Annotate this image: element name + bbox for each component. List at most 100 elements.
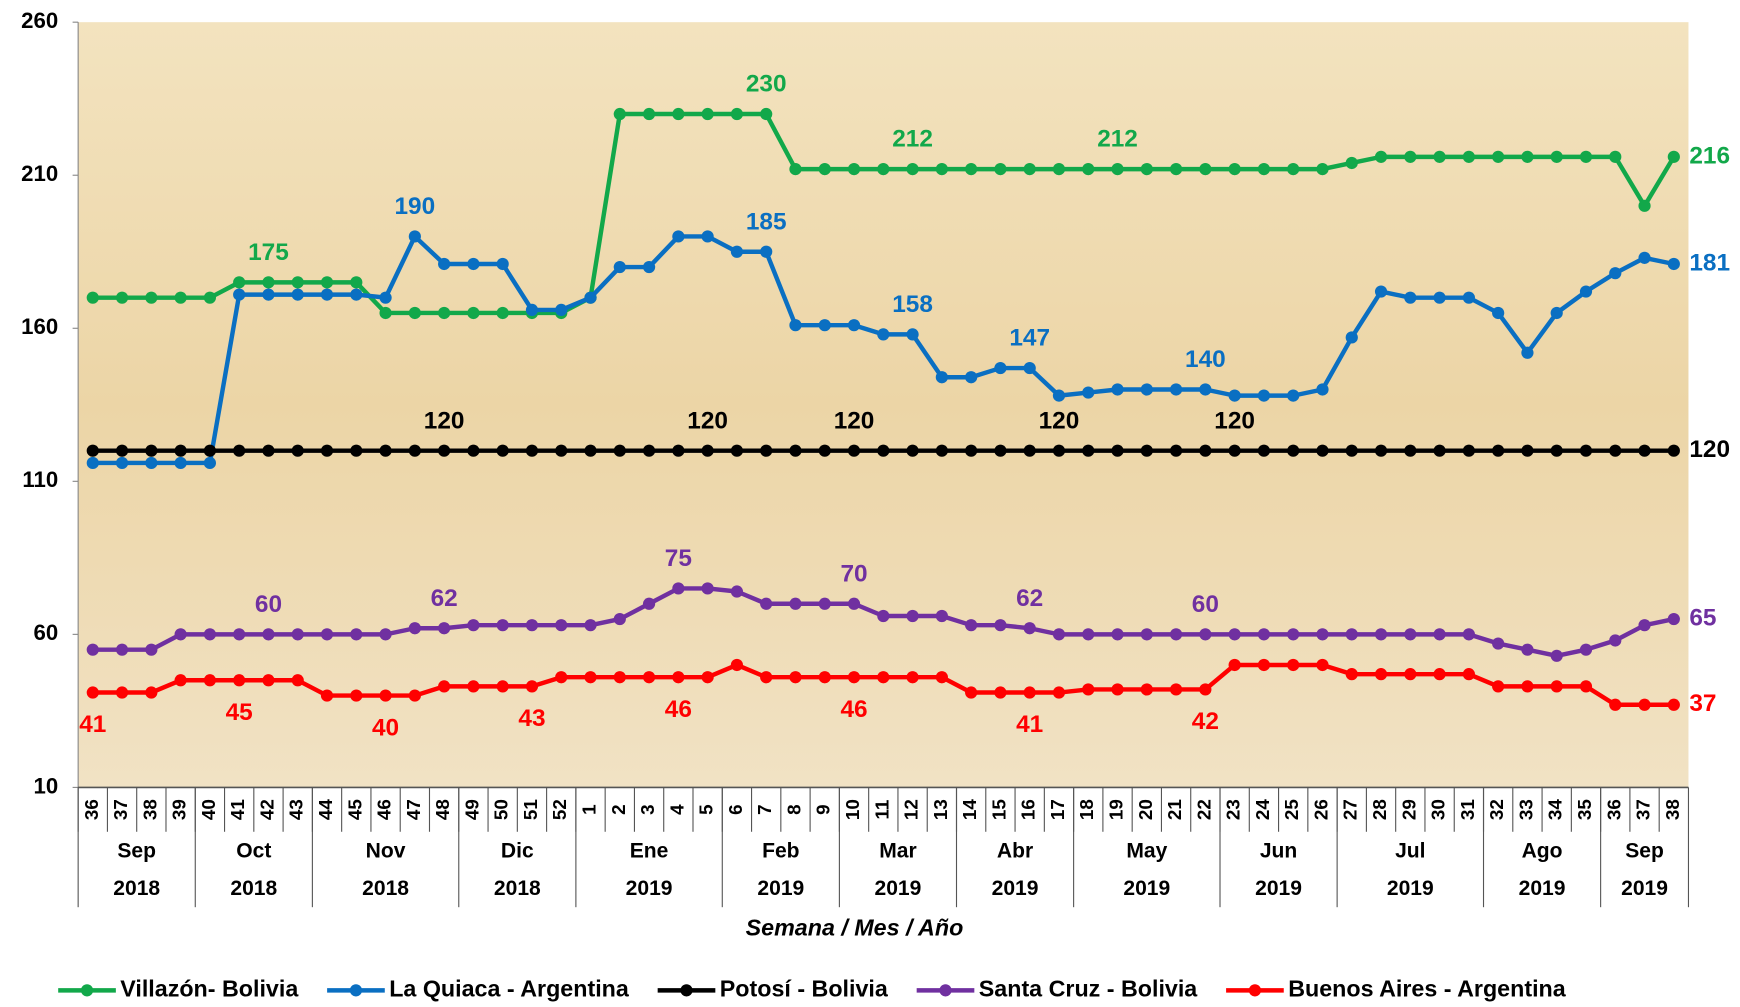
- point: [994, 444, 1007, 457]
- x-tick-label: 20: [1135, 799, 1156, 820]
- point: [291, 288, 304, 301]
- year-label: 2019: [1387, 877, 1434, 900]
- x-tick-label: 14: [959, 799, 980, 820]
- legend-label: Villazón- Bolivia: [120, 976, 299, 1002]
- x-tick-label: 29: [1398, 799, 1419, 820]
- x-tick-label: 32: [1486, 799, 1507, 820]
- point: [672, 671, 685, 684]
- point: [935, 163, 948, 176]
- point: [1023, 444, 1036, 457]
- point: [613, 671, 626, 684]
- point: [291, 444, 304, 457]
- point: [86, 643, 99, 656]
- point: [379, 628, 392, 641]
- data-label: 37: [1689, 690, 1716, 717]
- point: [730, 107, 744, 121]
- point: [672, 582, 685, 595]
- point: [408, 622, 421, 635]
- point: [847, 319, 861, 332]
- month-label: Abr: [997, 839, 1033, 862]
- point: [467, 619, 480, 632]
- x-tick-label: 23: [1223, 799, 1244, 820]
- point: [1462, 668, 1475, 681]
- point: [1404, 444, 1417, 457]
- point: [1316, 658, 1329, 672]
- point: [1257, 628, 1271, 641]
- point: [1199, 628, 1212, 641]
- point: [818, 597, 831, 610]
- point: [1492, 306, 1505, 320]
- point: [994, 686, 1007, 699]
- data-label: 190: [395, 193, 436, 220]
- point: [262, 444, 275, 457]
- x-tick-label: 3: [637, 804, 658, 814]
- point: [701, 230, 714, 243]
- point: [847, 444, 861, 457]
- x-tick-label: 16: [1018, 799, 1039, 820]
- point: [203, 456, 217, 470]
- month-label: Sep: [117, 839, 156, 862]
- point: [408, 689, 421, 702]
- point: [1052, 389, 1066, 402]
- x-tick-label: 47: [403, 799, 424, 820]
- point: [555, 444, 568, 457]
- legend-item: La Quiaca - Argentina: [327, 976, 630, 1002]
- point: [291, 628, 304, 641]
- year-label: 2019: [757, 877, 804, 900]
- point: [174, 456, 187, 470]
- legend-marker: [80, 984, 94, 997]
- point: [350, 288, 363, 301]
- legend-item: Villazón- Bolivia: [58, 976, 299, 1002]
- point: [1316, 383, 1329, 396]
- point: [613, 260, 626, 274]
- point: [1023, 163, 1036, 176]
- point: [906, 444, 919, 457]
- point: [350, 689, 363, 702]
- data-label: 40: [372, 714, 399, 741]
- point: [174, 444, 187, 457]
- year-label: 2018: [362, 877, 409, 900]
- point: [1228, 389, 1241, 402]
- point: [262, 628, 275, 641]
- point: [1462, 150, 1475, 163]
- point: [789, 671, 802, 684]
- month-label: May: [1126, 839, 1167, 862]
- point: [672, 444, 685, 457]
- legend-marker: [349, 984, 363, 997]
- x-tick-label: 51: [520, 799, 541, 820]
- data-label: 46: [665, 696, 692, 723]
- point: [320, 628, 334, 641]
- legend-label: Buenos Aires - Argentina: [1288, 976, 1567, 1002]
- data-label: 42: [1192, 708, 1219, 735]
- x-tick-label: 46: [374, 799, 395, 820]
- point: [1316, 628, 1329, 641]
- point: [174, 628, 187, 641]
- point: [1082, 628, 1095, 641]
- point: [1082, 444, 1095, 457]
- year-label: 2018: [494, 877, 541, 900]
- point: [1228, 444, 1241, 457]
- point: [379, 689, 392, 702]
- data-label: 185: [746, 208, 787, 235]
- legend-label: Santa Cruz - Bolivia: [979, 976, 1199, 1002]
- point: [1609, 634, 1622, 647]
- x-tick-label: 44: [315, 799, 336, 820]
- x-tick-label: 1: [579, 804, 600, 814]
- point: [1140, 444, 1153, 457]
- point: [1199, 444, 1212, 457]
- year-label: 2019: [875, 877, 922, 900]
- point: [115, 643, 129, 656]
- point: [1404, 291, 1417, 304]
- point: [1287, 163, 1300, 176]
- point: [496, 306, 509, 320]
- point: [1345, 668, 1358, 681]
- point: [1257, 389, 1271, 402]
- point: [203, 444, 217, 457]
- point: [760, 671, 773, 684]
- point: [994, 619, 1007, 632]
- point: [320, 276, 334, 289]
- point: [935, 609, 948, 623]
- point: [1609, 698, 1622, 711]
- point: [1374, 628, 1388, 641]
- point: [1667, 612, 1680, 626]
